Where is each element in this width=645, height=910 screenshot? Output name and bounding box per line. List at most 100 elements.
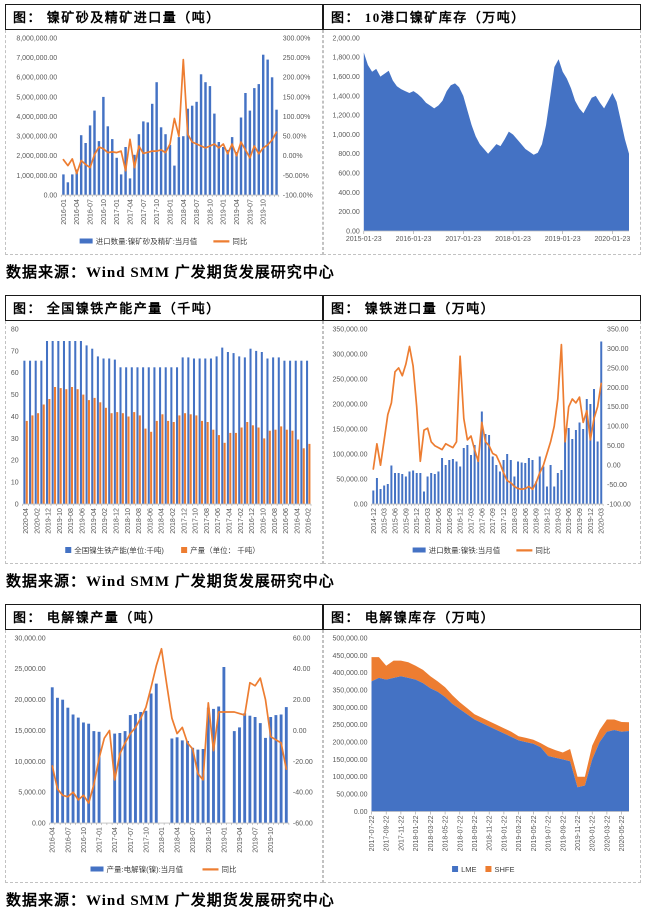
panel-port-inventory: 图： 10港口镍矿库存（万吨） 0.00 200.00 400.00 600.00 80… bbox=[323, 4, 641, 255]
svg-text:50.00%: 50.00% bbox=[283, 134, 307, 141]
y-axis-labels: 0 10 20 30 40 50 60 70 80 bbox=[11, 326, 19, 508]
svg-text:SHFE: SHFE bbox=[494, 865, 514, 874]
legend: 全国镍生铁产能(单位:千吨) 产量（单位： 千吨） bbox=[65, 545, 260, 555]
svg-text:-50.00: -50.00 bbox=[607, 482, 627, 489]
svg-text:2018-08: 2018-08 bbox=[136, 508, 143, 534]
svg-text:进口数量:镍矿砂及精矿:当月值: 进口数量:镍矿砂及精矿:当月值 bbox=[96, 236, 198, 246]
plot-area bbox=[371, 657, 629, 812]
svg-text:2016-12: 2016-12 bbox=[249, 508, 256, 534]
data-source-note-2: 数据来源：Wind SMM 广发期货发展研究中心 bbox=[6, 574, 335, 590]
svg-text:1,000,000.00: 1,000,000.00 bbox=[16, 173, 57, 180]
legend: 进口数量:镍矿砂及精矿:当月值 同比 bbox=[79, 236, 248, 246]
svg-text:2016-04: 2016-04 bbox=[74, 199, 81, 225]
svg-text:50.00: 50.00 bbox=[607, 443, 625, 450]
svg-text:50,000.00: 50,000.00 bbox=[336, 792, 367, 799]
svg-text:2018-09: 2018-09 bbox=[534, 508, 541, 534]
svg-text:2017-07: 2017-07 bbox=[141, 199, 148, 225]
svg-text:2019-12: 2019-12 bbox=[46, 508, 53, 534]
svg-text:100.00%: 100.00% bbox=[283, 114, 311, 121]
npi-imports-chart: 0.00 50,000.00 100,000.00 150,000.00 200,000… bbox=[332, 326, 630, 555]
nickel-ore-imports-chart: 0.00 1,000,000.00 2,000,000.00 3,000,000.00… bbox=[16, 35, 313, 246]
svg-text:500,000.00: 500,000.00 bbox=[332, 635, 367, 642]
svg-text:20,000.00: 20,000.00 bbox=[14, 697, 45, 704]
svg-text:2017-10: 2017-10 bbox=[193, 508, 200, 534]
svg-text:2017-12: 2017-12 bbox=[501, 508, 508, 534]
svg-text:10,000.00: 10,000.00 bbox=[14, 759, 45, 766]
x-axis-labels: 2015-01-23 2016-01-23 2017-01-23 2018-01-23… bbox=[346, 236, 631, 243]
svg-text:2018-01-23: 2018-01-23 bbox=[495, 236, 531, 243]
svg-text:2016-07: 2016-07 bbox=[88, 199, 95, 225]
svg-text:2018-12: 2018-12 bbox=[544, 508, 551, 534]
x-axis-labels: 2020-04 2020-02 2019-12 2019-10 2019-08 2019-… bbox=[23, 508, 313, 534]
svg-text:1,200.00: 1,200.00 bbox=[333, 113, 360, 120]
x-axis-ticks bbox=[60, 195, 280, 198]
svg-text:2017-10: 2017-10 bbox=[154, 199, 161, 225]
svg-text:2019-01-22: 2019-01-22 bbox=[501, 815, 508, 851]
svg-text:-100.00%: -100.00% bbox=[283, 192, 313, 199]
chart-body: 0.00 5,000.00 10,000.00 15,000.00 20,000.00 2… bbox=[5, 630, 323, 883]
legend: 进口数量:镍铁:当月值 同比 bbox=[412, 545, 551, 555]
svg-text:2019-10: 2019-10 bbox=[268, 827, 275, 853]
svg-text:2018-06: 2018-06 bbox=[147, 508, 154, 534]
x-axis-ticks bbox=[22, 504, 312, 507]
x-axis-labels: 2016-01 2016-04 2016-07 2016-10 2017-01 2017-… bbox=[61, 199, 268, 225]
charts-row-1: 图： 镍矿砂及精矿进口量（吨） 0.00 1,000,000.00 2,000,00… bbox=[5, 4, 641, 255]
svg-text:2020-01-23: 2020-01-23 bbox=[595, 236, 631, 243]
svg-text:200.00: 200.00 bbox=[607, 385, 629, 392]
svg-text:200,000.00: 200,000.00 bbox=[332, 401, 367, 408]
svg-text:2017-04: 2017-04 bbox=[227, 508, 234, 534]
svg-text:同比: 同比 bbox=[222, 864, 237, 874]
svg-text:0.00: 0.00 bbox=[346, 228, 360, 235]
panel-nickel-ore-imports: 图： 镍矿砂及精矿进口量（吨） 0.00 1,000,000.00 2,000,00… bbox=[5, 4, 323, 255]
x-axis-labels: 2017-07-22 2017-09-22 2017-11-22 2018-01-22… bbox=[369, 815, 626, 851]
svg-text:2016-02: 2016-02 bbox=[306, 508, 313, 534]
x-axis-ticks bbox=[49, 823, 290, 826]
svg-text:350,000.00: 350,000.00 bbox=[332, 326, 367, 333]
svg-text:2017-03: 2017-03 bbox=[468, 508, 475, 534]
svg-text:2017-01-23: 2017-01-23 bbox=[445, 236, 481, 243]
port-nickel-ore-inventory-chart: 0.00 200.00 400.00 600.00 800.00 1,000.00 1,20… bbox=[333, 35, 631, 243]
chart-title-refined-nickel-output: 图： 电解镍产量（吨） bbox=[5, 604, 323, 630]
legend: LME SHFE bbox=[452, 865, 514, 874]
svg-text:0.00: 0.00 bbox=[293, 728, 307, 735]
svg-text:2019-10: 2019-10 bbox=[261, 199, 268, 225]
chart-title-refined-nickel-inventory: 图： 电解镍库存（万吨） bbox=[323, 604, 641, 630]
svg-text:0.00: 0.00 bbox=[607, 463, 621, 470]
plot-area bbox=[22, 341, 311, 505]
svg-text:2016-10: 2016-10 bbox=[81, 827, 88, 853]
svg-text:2018-04: 2018-04 bbox=[181, 199, 188, 225]
svg-text:2016-09: 2016-09 bbox=[447, 508, 454, 534]
svg-text:80: 80 bbox=[11, 326, 19, 333]
svg-text:30: 30 bbox=[11, 436, 19, 443]
svg-text:2019-07-22: 2019-07-22 bbox=[546, 815, 553, 851]
svg-text:2019-07: 2019-07 bbox=[247, 199, 254, 225]
svg-text:2019-01: 2019-01 bbox=[221, 827, 228, 853]
data-source-note-1: 数据来源：Wind SMM 广发期货发展研究中心 bbox=[6, 265, 335, 281]
svg-text:2019-09-22: 2019-09-22 bbox=[560, 815, 567, 851]
svg-text:60.00: 60.00 bbox=[293, 635, 311, 642]
svg-text:2016-08: 2016-08 bbox=[272, 508, 279, 534]
plot-area bbox=[363, 52, 629, 232]
svg-text:2019-08: 2019-08 bbox=[68, 508, 75, 534]
plot-area bbox=[371, 341, 604, 505]
plot-area bbox=[61, 54, 279, 196]
svg-text:2016-06: 2016-06 bbox=[283, 508, 290, 534]
svg-text:50: 50 bbox=[11, 392, 19, 399]
svg-text:LME: LME bbox=[461, 865, 476, 874]
x-axis-ticks bbox=[371, 504, 604, 507]
panel-refined-nickel-inventory: 图： 电解镍库存（万吨） 0.00 50,000.00 100,000.00 150,… bbox=[323, 604, 641, 883]
svg-text:2019-06: 2019-06 bbox=[80, 508, 87, 534]
svg-text:50,000.00: 50,000.00 bbox=[336, 476, 367, 483]
svg-text:1,800.00: 1,800.00 bbox=[333, 55, 360, 62]
plot-area bbox=[49, 647, 289, 824]
svg-text:2019-11-22: 2019-11-22 bbox=[575, 815, 582, 850]
svg-text:2015-01-23: 2015-01-23 bbox=[346, 236, 382, 243]
data-source-note-3: 数据来源：Wind SMM 广发期货发展研究中心 bbox=[6, 893, 335, 909]
svg-text:2016-10: 2016-10 bbox=[260, 508, 267, 534]
svg-text:150,000.00: 150,000.00 bbox=[332, 757, 367, 764]
svg-text:2018-06: 2018-06 bbox=[523, 508, 530, 534]
svg-text:2018-04: 2018-04 bbox=[175, 827, 182, 853]
svg-text:2017-02: 2017-02 bbox=[238, 508, 245, 534]
y-axis-labels: 0.00 5,000.00 10,000.00 15,000.00 20,000.00 2… bbox=[14, 635, 312, 827]
